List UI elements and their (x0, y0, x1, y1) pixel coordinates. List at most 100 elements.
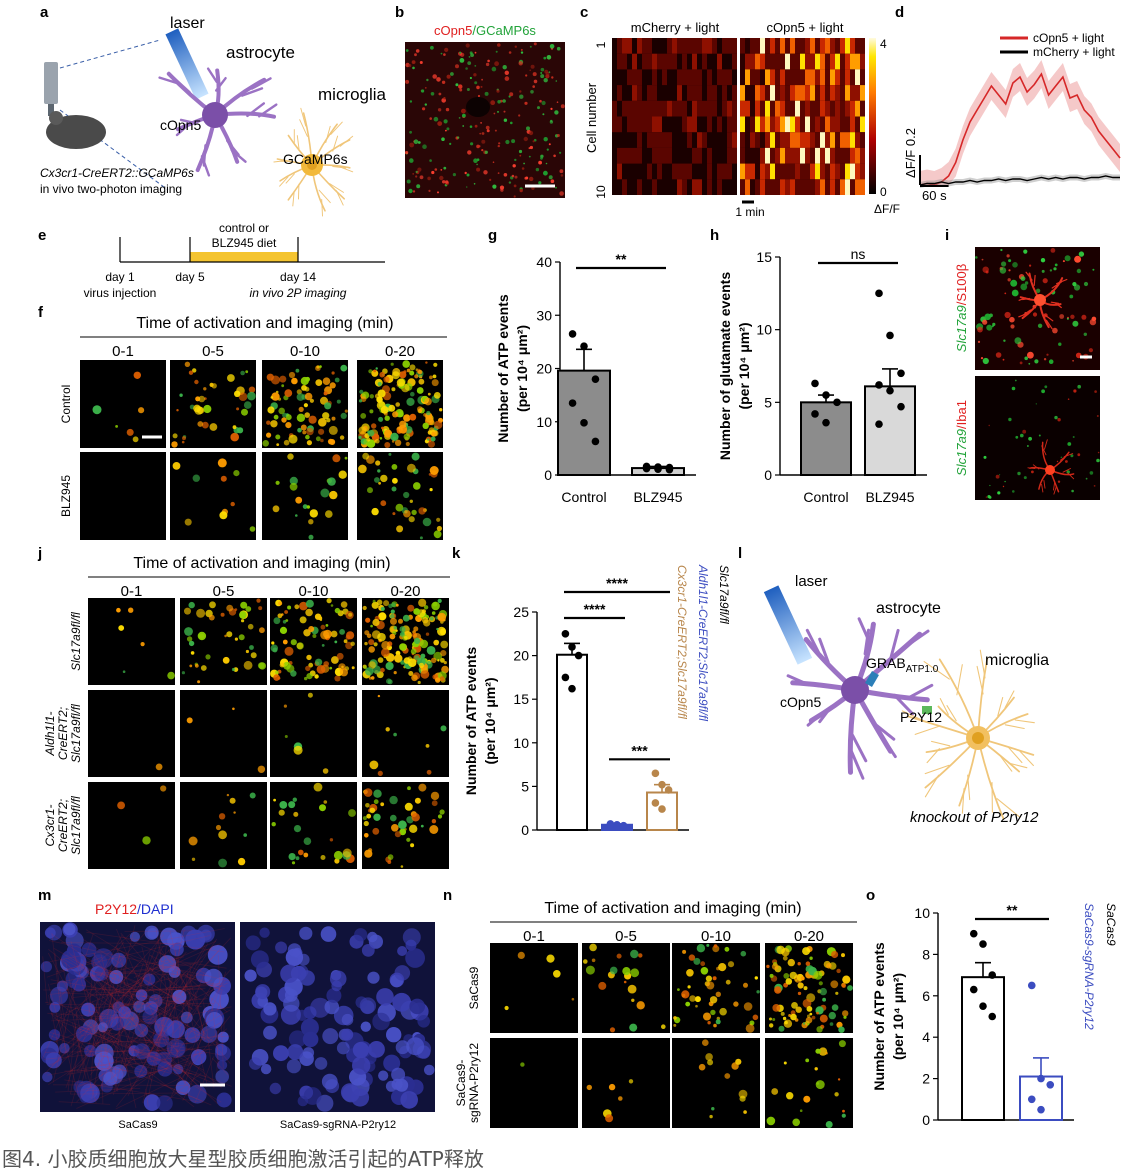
micrograph-fiber (48, 948, 97, 990)
heatmap-cell (732, 147, 737, 164)
micrograph-spot (465, 186, 468, 188)
micrograph-fiber (49, 1035, 144, 1072)
label: P2Y12 (900, 709, 942, 725)
heatmap-cell (845, 132, 850, 148)
micrograph-spot (46, 924, 63, 941)
micrograph-spot (308, 534, 314, 540)
micrograph-spot (233, 811, 236, 814)
label: Time of activation and imaging (min) (544, 900, 801, 917)
micrograph-spot (519, 94, 524, 99)
micrograph-spot (1019, 361, 1023, 365)
micrograph-fiber (216, 1030, 219, 1074)
cell-branch (997, 696, 1004, 717)
micrograph-spot (172, 433, 178, 439)
heatmap-cell (810, 53, 815, 70)
micrograph-spot (456, 136, 460, 139)
heatmap-cell (632, 147, 637, 164)
heatmap-cell (627, 69, 632, 86)
cell-branch (1044, 439, 1048, 450)
cell-branch (902, 629, 930, 650)
micrograph-spot (285, 414, 292, 421)
heatmap-cell (790, 85, 795, 101)
heatmap-cell (775, 85, 780, 101)
micrograph-spot (167, 671, 175, 680)
micrograph-spot (296, 393, 305, 401)
micrograph-spot (371, 601, 379, 609)
micrograph-spot (816, 1026, 823, 1033)
micrograph-spot (1050, 248, 1056, 253)
diet-period (190, 252, 298, 262)
micrograph-spot (392, 512, 396, 516)
heatmap-cell (647, 53, 652, 70)
heatmap-cell (785, 147, 790, 164)
micrograph-spot (1073, 389, 1077, 393)
micrograph-fiber (115, 1077, 181, 1110)
heatmap-cell (750, 132, 755, 148)
y-axis-label: Number of glutamate events (717, 272, 733, 460)
micrograph-spot (831, 1004, 839, 1011)
heatmap-cell (785, 100, 790, 117)
micrograph-spot (703, 1012, 711, 1021)
micrograph-fiber (154, 1020, 166, 1039)
micrograph-spot (186, 717, 193, 724)
micrograph-spot (303, 852, 309, 858)
heatmap-cell (840, 38, 845, 54)
micrograph-spot (1034, 359, 1039, 364)
label: cOpn5 (780, 694, 821, 710)
heatmap-cell (770, 179, 775, 195)
micrograph-spot (238, 392, 248, 402)
micrograph-spot (468, 56, 471, 58)
heatmap-cell (765, 163, 770, 180)
micrograph-spot (530, 64, 535, 69)
heatmap-cell (785, 38, 790, 54)
micrograph-spot (369, 760, 379, 770)
micrograph-spot (995, 352, 1002, 358)
label: ΔF/F 0.2 (903, 128, 918, 178)
micrograph-spot (533, 79, 538, 84)
micrograph-spot (1012, 490, 1015, 493)
micrograph-spot (334, 858, 340, 864)
micrograph-fiber (101, 932, 146, 983)
heatmap-cell (617, 38, 622, 54)
panel-letter: g (488, 227, 497, 244)
heatmap-cell (707, 85, 712, 101)
heatmap-cell (785, 179, 790, 195)
micrograph-spot (63, 923, 76, 936)
micrograph-spot (489, 178, 492, 181)
micrograph-spot (306, 673, 313, 680)
micrograph-spot (146, 1051, 161, 1066)
micrograph-fiber (42, 1015, 62, 1059)
micrograph-spot (700, 967, 709, 975)
micrograph-fiber (56, 935, 210, 973)
micrograph-spot (1059, 314, 1065, 319)
micrograph-spot (431, 611, 436, 615)
heatmap-cell (667, 132, 672, 148)
heatmap-cell (692, 69, 697, 86)
micrograph-spot (1072, 282, 1077, 287)
panel-letter: h (710, 227, 719, 244)
micrograph-spot (474, 124, 478, 128)
micrograph-spot (513, 195, 516, 198)
micrograph-fiber (47, 1042, 225, 1076)
heatmap-cell (770, 132, 775, 148)
micrograph-spot (76, 1025, 93, 1043)
micrograph-spot (629, 1023, 638, 1032)
label: 0-20 (390, 583, 420, 600)
micrograph-spot (271, 822, 276, 827)
micrograph-spot (409, 142, 415, 148)
heatmap-cell (750, 163, 755, 180)
heatmap-cell (677, 38, 682, 54)
data-point (886, 331, 894, 340)
micrograph-spot (409, 158, 414, 163)
heatmap-cell (677, 100, 682, 117)
micrograph-spot (296, 642, 304, 650)
heatmap-cell (770, 147, 775, 164)
heatmap-cell (642, 116, 647, 133)
micrograph-spot (287, 453, 294, 460)
micrograph-spot (270, 420, 278, 428)
micrograph-spot (302, 1031, 319, 1048)
cell-branch (339, 135, 354, 147)
heatmap-cell (825, 38, 830, 54)
micrograph-spot (220, 612, 225, 617)
label: in vivo two-photon imaging (40, 182, 182, 196)
